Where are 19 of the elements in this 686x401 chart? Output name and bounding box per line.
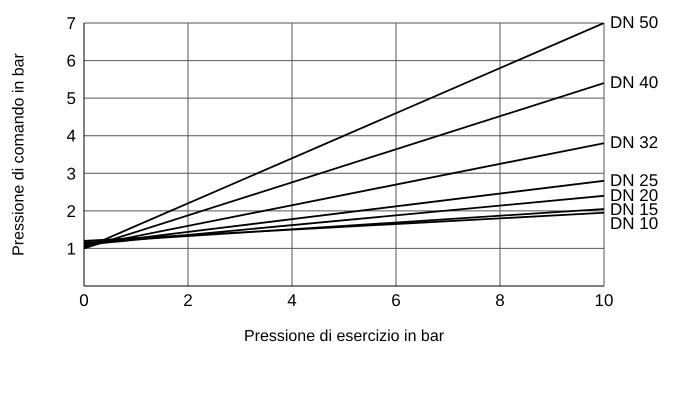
y-tick-label: 6 [66,52,76,71]
y-tick-label: 1 [66,239,76,258]
y-tick-label: 3 [66,164,76,184]
x-axis-title: Pressione di esercizio in bar [244,328,445,345]
series-label: DN 32 [610,133,658,154]
x-tick-label: 10 [594,291,614,310]
y-tick-label: 4 [66,126,76,146]
x-tick-label: 2 [183,291,193,310]
x-tick-label: 0 [79,291,89,310]
y-tick-label: 7 [66,14,76,34]
y-tick-label: 5 [66,89,76,108]
x-tick-label: 8 [495,291,505,310]
series-label: DN 25 [610,170,658,190]
x-tick-label: 4 [287,291,297,310]
series-label: DN 40 [610,73,658,94]
x-tick-label: 6 [391,291,401,310]
y-axis-title: Pressione di comando in bar [10,52,28,256]
series-label: DN 50 [610,13,658,33]
y-tick-label: 2 [66,202,76,221]
